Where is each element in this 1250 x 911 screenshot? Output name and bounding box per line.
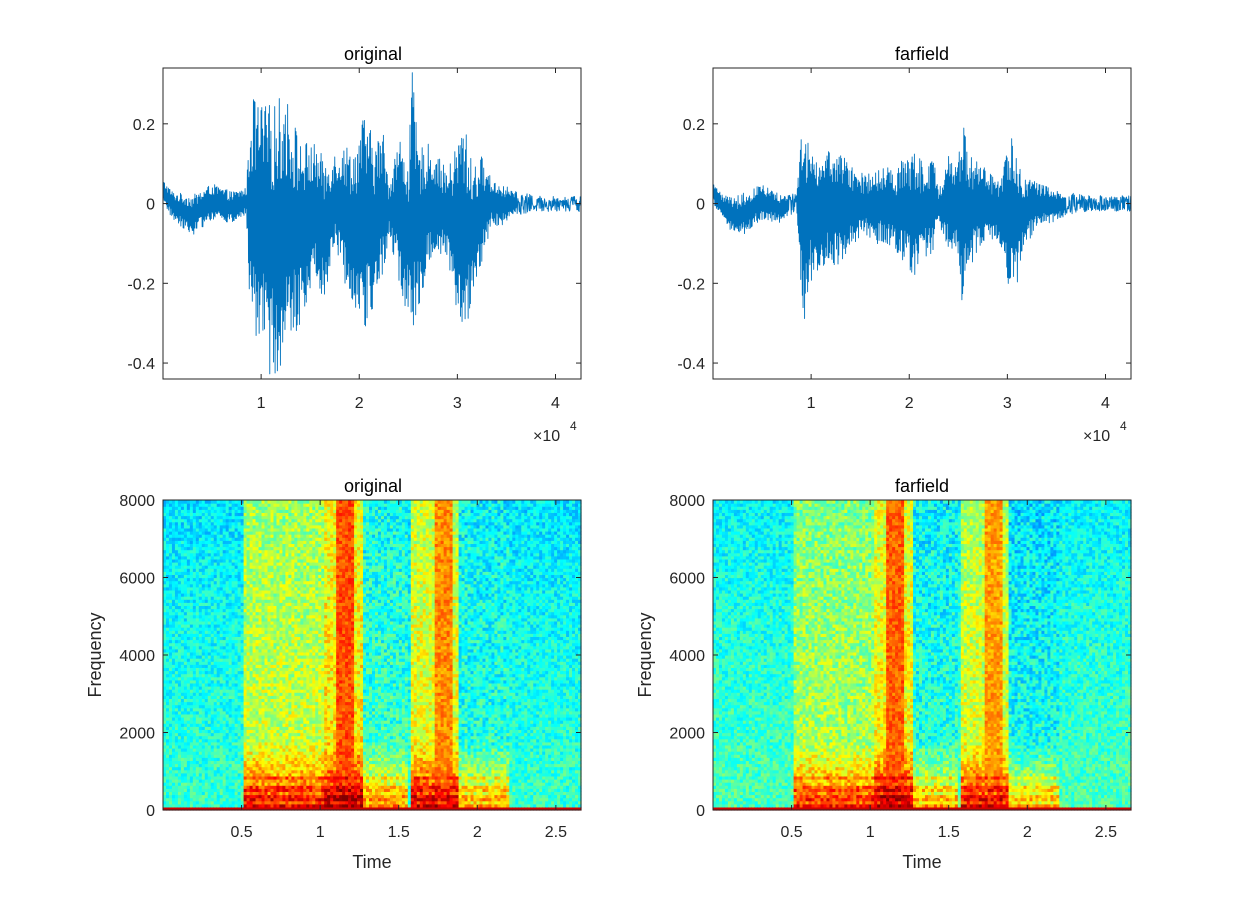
x-tick-label: 1: [807, 395, 816, 412]
waveform-original-panel: original 1 2 3 4 -0.4 -0.2 0 0.2 ×10 4: [127, 44, 581, 445]
y-tick-label: -0.2: [127, 276, 155, 293]
y-tick-label: -0.2: [677, 276, 705, 293]
x-tick-label: 2: [905, 395, 914, 412]
waveform-series-line: [163, 73, 581, 374]
x-tick-label: 1: [257, 395, 266, 412]
waveform-original-title: original: [344, 44, 402, 64]
x-exponent-power: 4: [570, 419, 577, 433]
y-tick-label: -0.4: [127, 356, 155, 373]
waveform-original-plot-area: [163, 73, 581, 374]
y-tick-label: 0: [146, 197, 155, 214]
y-tick-label: 0.2: [683, 117, 705, 134]
waveform-farfield-title: farfield: [895, 44, 949, 64]
x-tick-label: 4: [551, 395, 560, 412]
x-tick-label: 3: [1003, 395, 1012, 412]
spectrogram-original-heatmap: [163, 500, 582, 811]
figure: original 1 2 3 4 -0.4 -0.2 0 0.2 ×10 4 f…: [0, 0, 1250, 911]
y-tick-label: -0.4: [677, 356, 705, 373]
waveform-farfield-plot-area: [713, 128, 1131, 318]
y-tick-label: 0.2: [133, 117, 155, 134]
waveform-farfield-panel: farfield 1 2 3 4 -0.4 -0.2 0 0.2 ×10 4: [677, 44, 1131, 445]
x-tick-label: 4: [1101, 395, 1110, 412]
x-tick-label: 3: [453, 395, 462, 412]
x-exponent-base: ×10: [533, 428, 560, 445]
x-tick-label: 2: [355, 395, 364, 412]
spectrogram-original-title: original: [344, 476, 402, 496]
y-tick-label: 0: [696, 197, 705, 214]
x-exponent-base: ×10: [1083, 428, 1110, 445]
spectrogram-original-panel: original 0.5 1 1.5 2 2.5 0 2000 4000 600…: [85, 476, 582, 872]
x-exponent-power: 4: [1120, 419, 1127, 433]
waveform-original-x-exponent: ×10 4: [533, 419, 577, 445]
waveform-series-line: [713, 128, 1131, 318]
waveform-farfield-x-exponent: ×10 4: [1083, 419, 1127, 445]
